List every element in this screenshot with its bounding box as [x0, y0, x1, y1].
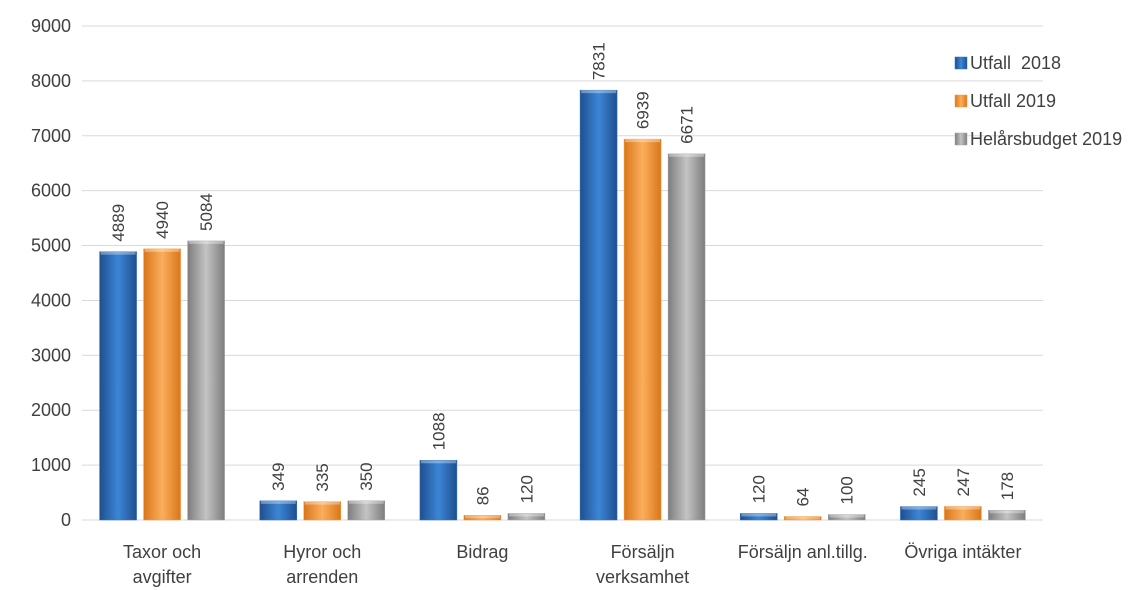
- category-label: avgifter: [133, 567, 192, 587]
- data-label: 349: [269, 462, 288, 490]
- bar: [623, 138, 662, 521]
- data-label: 120: [517, 475, 536, 503]
- bar-bevel: [669, 153, 705, 157]
- y-tick-label: 8000: [31, 71, 71, 91]
- y-tick-label: 4000: [31, 290, 71, 310]
- bar: [740, 513, 778, 521]
- y-tick-label: 5000: [31, 236, 71, 256]
- y-tick-label: 3000: [31, 345, 71, 365]
- bar: [784, 516, 822, 521]
- data-label: 6671: [678, 106, 697, 144]
- legend-label: Utfall 2019: [970, 91, 1056, 111]
- bar-bevel: [188, 240, 224, 244]
- data-label: 64: [794, 488, 813, 507]
- bar: [667, 153, 706, 521]
- category-label: Hyror och: [283, 542, 361, 562]
- bar: [99, 251, 137, 521]
- bar-bevel: [785, 516, 821, 520]
- category-label: arrenden: [286, 567, 358, 587]
- data-label: 178: [998, 472, 1017, 500]
- y-tick-label: 7000: [31, 126, 71, 146]
- x-axis-categories: Taxor och avgifter Hyror och arrenden Bidrag…: [123, 542, 1021, 587]
- bar: [347, 500, 385, 521]
- bars: [99, 89, 1026, 521]
- bar-bevel: [100, 251, 136, 255]
- bar: [463, 515, 502, 521]
- data-label: 6939: [634, 91, 653, 129]
- bar-bevel: [829, 514, 865, 518]
- data-label: 245: [910, 468, 929, 496]
- y-axis-ticks: 0 1000 2000 3000 4000 5000 6000 7000 8000 9000: [31, 16, 71, 530]
- data-labels: 4889 349 1088 7831 120 245 4940 335 86 6939 64 247 5…: [109, 42, 1017, 506]
- y-tick-label: 2000: [31, 400, 71, 420]
- bar-bevel: [581, 90, 617, 94]
- bar: [419, 460, 458, 521]
- category-label: Försäljn: [611, 542, 675, 562]
- legend-label: Helårsbudget 2019: [970, 129, 1122, 149]
- data-label: 350: [357, 462, 376, 490]
- gridlines: [82, 25, 1043, 521]
- bar: [988, 509, 1026, 521]
- bar-bevel: [260, 500, 296, 504]
- bar: [259, 500, 297, 521]
- bar-bevel: [348, 500, 384, 504]
- data-label: 4889: [109, 204, 128, 242]
- bar-bevel: [464, 515, 500, 519]
- data-label: 335: [313, 463, 332, 491]
- bar-bevel: [741, 513, 777, 517]
- data-label: 86: [473, 486, 492, 505]
- data-label: 4940: [153, 201, 172, 239]
- bar-bevel: [144, 248, 180, 252]
- legend-label: Utfall 2018: [970, 53, 1061, 73]
- data-label: 5084: [197, 193, 216, 231]
- y-tick-label: 1000: [31, 455, 71, 475]
- category-label: Taxor och: [123, 542, 201, 562]
- category-label: Bidrag: [456, 542, 508, 562]
- bar: [507, 513, 546, 521]
- bar-bevel: [420, 460, 456, 464]
- y-tick-label: 0: [61, 510, 71, 530]
- data-label: 120: [750, 475, 769, 503]
- data-label: 247: [954, 468, 973, 496]
- bar: [944, 506, 982, 521]
- legend-swatch: [954, 132, 968, 146]
- category-label: verksamhet: [596, 567, 689, 587]
- bar: [579, 89, 618, 521]
- legend-swatch: [954, 94, 968, 108]
- bar-bevel: [945, 506, 981, 510]
- bar-bevel: [625, 139, 661, 143]
- bar: [303, 501, 341, 521]
- data-label: 7831: [590, 42, 609, 80]
- y-tick-label: 9000: [31, 16, 71, 36]
- bar-bevel: [304, 501, 340, 505]
- bar: [900, 506, 938, 521]
- y-tick-label: 6000: [31, 181, 71, 201]
- category-label: Övriga intäkter: [904, 542, 1021, 562]
- data-label: 1088: [429, 412, 448, 450]
- bar: [187, 240, 225, 521]
- category-label: Försäljn anl.tillg.: [738, 542, 868, 562]
- bar-bevel: [508, 513, 544, 517]
- bar: [143, 248, 181, 521]
- bar-bevel: [989, 510, 1025, 514]
- data-label: 100: [838, 476, 857, 504]
- bar-bevel: [901, 506, 937, 510]
- legend-swatch: [954, 56, 968, 70]
- legend: Utfall 2018 Utfall 2019 Helårsbudget 2019: [954, 53, 1122, 149]
- bar: [828, 514, 866, 521]
